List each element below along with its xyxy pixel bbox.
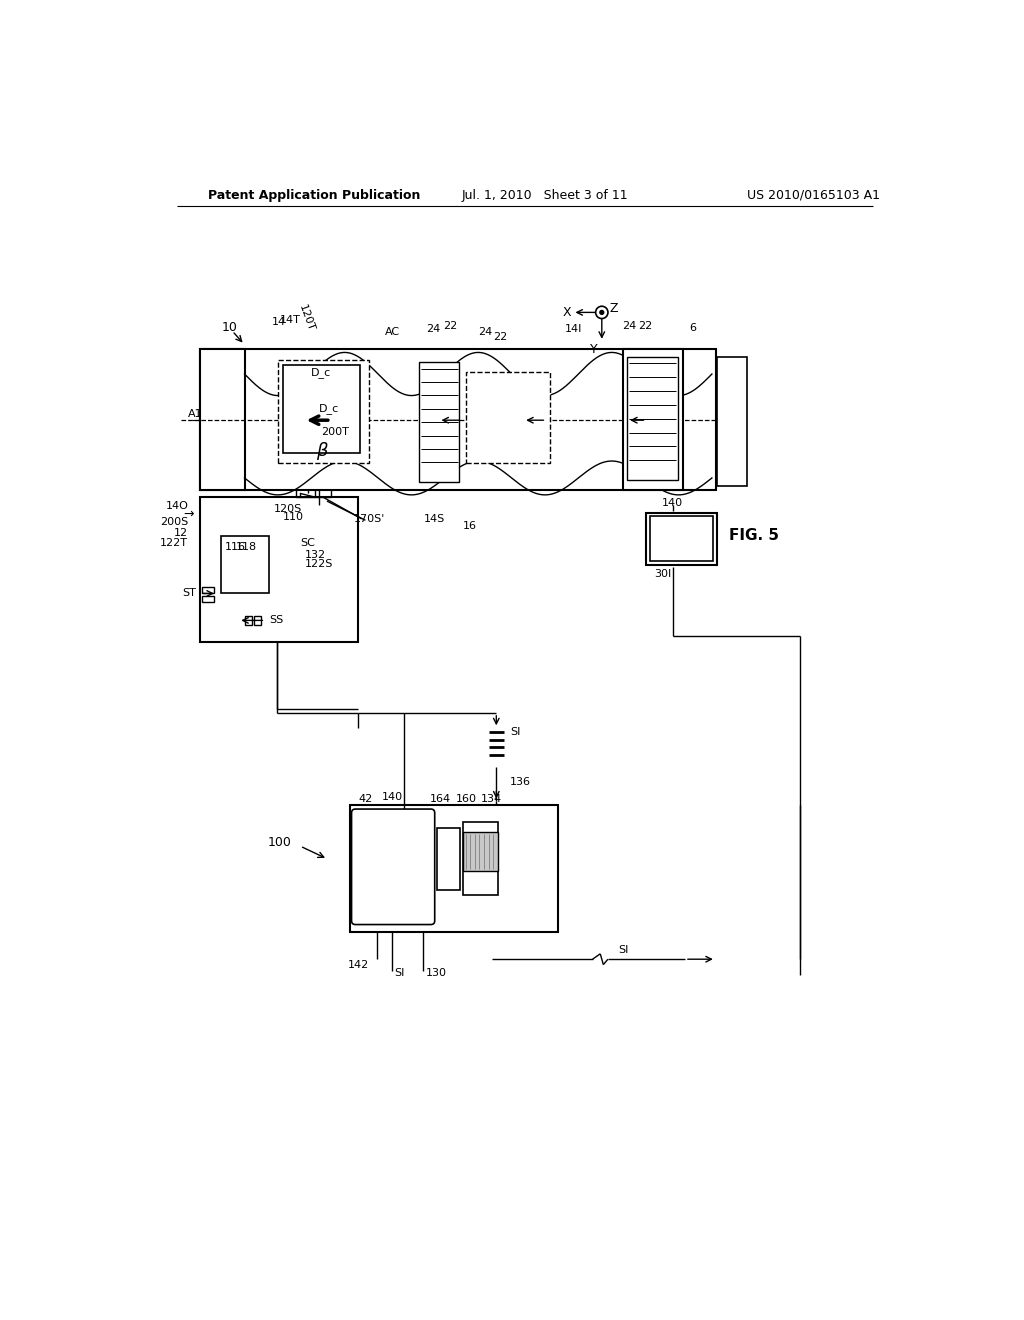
Bar <box>463 832 498 871</box>
Text: FIG. 5: FIG. 5 <box>729 528 779 544</box>
Text: 14: 14 <box>271 317 286 327</box>
Text: US 2010/0165103 A1: US 2010/0165103 A1 <box>746 189 880 202</box>
Text: 10: 10 <box>221 321 238 334</box>
Text: 100: 100 <box>267 836 292 849</box>
Bar <box>202 587 214 594</box>
Text: Z: Z <box>609 302 617 315</box>
Text: Jul. 1, 2010   Sheet 3 of 11: Jul. 1, 2010 Sheet 3 of 11 <box>462 189 629 202</box>
Text: 6: 6 <box>689 323 696 333</box>
Bar <box>624 350 683 490</box>
Text: 14O: 14O <box>166 502 188 511</box>
Text: 140: 140 <box>382 792 402 803</box>
Bar <box>245 615 252 626</box>
Text: 24: 24 <box>623 321 637 331</box>
Text: 136: 136 <box>510 777 531 787</box>
Text: 16: 16 <box>463 521 476 532</box>
Text: 22: 22 <box>443 321 458 331</box>
Text: 14I: 14I <box>564 325 582 334</box>
Bar <box>717 358 746 487</box>
Bar <box>200 498 357 642</box>
Text: 134: 134 <box>480 795 502 804</box>
Bar <box>419 363 460 482</box>
Bar <box>283 364 360 453</box>
Text: 42: 42 <box>358 795 373 804</box>
FancyBboxPatch shape <box>351 809 435 924</box>
Text: 160: 160 <box>456 795 477 804</box>
Bar <box>202 595 214 602</box>
Bar <box>254 615 261 626</box>
Bar <box>466 372 550 462</box>
Text: SI: SI <box>618 945 629 954</box>
Text: 22: 22 <box>638 321 652 331</box>
Bar <box>650 516 714 561</box>
Text: 22: 22 <box>493 333 507 342</box>
Text: 24: 24 <box>426 325 440 334</box>
Text: 132: 132 <box>305 550 326 560</box>
Bar <box>350 805 558 932</box>
Bar <box>628 356 678 480</box>
Text: 120S: 120S <box>274 504 302 513</box>
Text: X: X <box>563 306 571 319</box>
Text: 164: 164 <box>430 795 452 804</box>
Text: 122T: 122T <box>161 539 188 548</box>
Text: 12: 12 <box>174 528 188 539</box>
Bar <box>646 512 717 565</box>
Bar <box>437 829 460 890</box>
Text: 142: 142 <box>348 961 370 970</box>
Text: 122S: 122S <box>305 560 334 569</box>
Text: 140: 140 <box>662 499 683 508</box>
Circle shape <box>600 310 604 314</box>
Text: 130: 130 <box>425 968 446 978</box>
Text: AC: AC <box>385 326 400 337</box>
Text: SC: SC <box>300 539 315 548</box>
Bar <box>221 536 269 594</box>
Text: 14T: 14T <box>280 315 300 325</box>
Text: 110: 110 <box>284 512 304 523</box>
Text: 200S: 200S <box>160 517 188 527</box>
Text: SI: SI <box>394 968 406 978</box>
Text: 200T: 200T <box>321 426 348 437</box>
Bar <box>279 360 370 462</box>
Text: 170S': 170S' <box>354 513 385 524</box>
Bar <box>200 350 245 490</box>
Text: SI: SI <box>510 727 520 737</box>
Text: A1: A1 <box>188 409 203 418</box>
Text: →: → <box>183 508 194 520</box>
Text: 120T: 120T <box>297 304 315 334</box>
Text: 116: 116 <box>224 543 246 552</box>
Text: ST: ST <box>182 589 196 598</box>
Text: Patent Application Publication: Patent Application Publication <box>208 189 420 202</box>
Circle shape <box>596 306 608 318</box>
Bar <box>463 822 498 895</box>
Bar <box>200 350 716 490</box>
Text: D_c: D_c <box>319 403 339 414</box>
Text: D_c: D_c <box>310 367 331 378</box>
Text: 118: 118 <box>236 543 257 552</box>
Text: 14S: 14S <box>424 513 445 524</box>
Text: SS: SS <box>269 615 284 626</box>
Text: 30I: 30I <box>654 569 672 579</box>
Text: Y: Y <box>590 343 598 356</box>
Text: 24: 24 <box>477 326 492 337</box>
Text: β: β <box>315 442 328 459</box>
